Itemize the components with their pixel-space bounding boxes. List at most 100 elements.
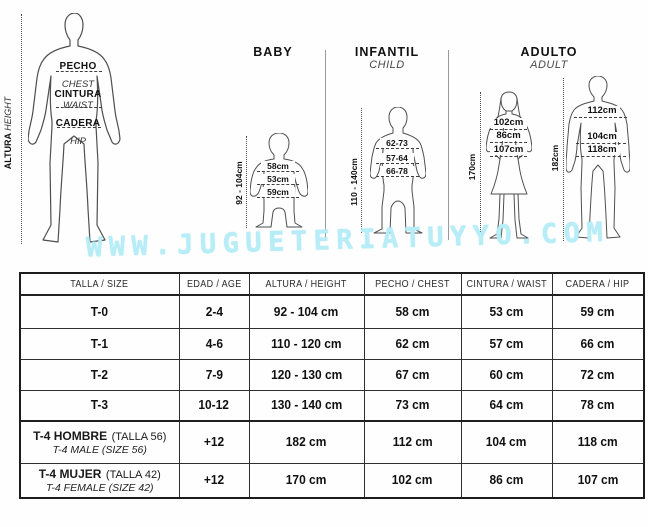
waist-label-es-wrap: CINTURA: [48, 84, 108, 102]
section-subtitle-adult: ADULT: [530, 59, 568, 71]
hip-label-en: HIP: [70, 136, 86, 147]
male-height-value: 182cm: [550, 144, 560, 172]
height-axis-label-bold: ALTURA: [3, 133, 13, 170]
female-chest-dash: [490, 129, 527, 130]
section-divider: [325, 50, 326, 240]
male-chest-dash: [574, 117, 627, 118]
adult-male-silhouette-icon: [566, 76, 630, 242]
header-pecho-chest: PECHO / CHEST: [363, 272, 462, 296]
child-hip-dash: [376, 176, 419, 177]
child-chest-dash: [376, 148, 419, 149]
section-title-child: INFANTIL: [354, 45, 420, 59]
table-row-t2: T-2 7-9 120 - 130 cm 67 cm 60 cm 72 cm: [19, 358, 645, 391]
chest-label-es: PECHO: [59, 61, 97, 72]
cell-age: 4-6: [178, 327, 250, 360]
cell-age: +12: [178, 420, 250, 464]
child-waist-value: 57-64: [380, 153, 414, 163]
cell-height: 120 - 130 cm: [248, 358, 365, 391]
table-header-row: TALLA / SIZE EDAD / AGE ALTURA / HEIGHT …: [19, 272, 645, 296]
female-hip-dash: [490, 156, 527, 157]
table-row-t3: T-3 10-12 130 - 140 cm 73 cm 64 cm 78 cm: [19, 389, 645, 422]
female-height-value: 170cm: [467, 153, 477, 181]
cell-size: T-4 MUJER (TALLA 42) T-4 FEMALE (SIZE 42…: [19, 462, 180, 499]
baby-height-range: 92 - 104cm: [234, 161, 244, 205]
header-edad-age: EDAD / AGE: [178, 272, 250, 296]
cell-height: 182 cm: [248, 420, 365, 464]
cell-size: T-2: [19, 358, 180, 391]
cell-waist: 104 cm: [460, 420, 553, 464]
chest-label-en: CHEST: [61, 79, 95, 90]
section-divider: [448, 50, 449, 240]
waist-label-en-wrap: WAIST: [48, 95, 108, 113]
cell-waist: 64 cm: [460, 389, 553, 422]
female-waist-dash: [490, 142, 527, 143]
cell-waist: 86 cm: [460, 462, 553, 499]
female-hip-value: 107cm: [490, 145, 527, 155]
section-title-baby: BABY: [253, 45, 293, 59]
hip-label-es: CADERA: [55, 118, 101, 129]
size-table: TALLA / SIZE EDAD / AGE ALTURA / HEIGHT …: [19, 272, 645, 499]
male-chest-value: 112cm: [584, 106, 620, 116]
baby-waist-dash: [257, 184, 299, 185]
hip-label: CADERA HIP: [46, 113, 110, 149]
cell-height: 170 cm: [248, 462, 365, 499]
header-cintura-waist: CINTURA / WAIST: [460, 272, 553, 296]
cell-hip: 66 cm: [551, 327, 645, 360]
female-height-dotted-line: [480, 92, 481, 240]
cell-age: +12: [178, 462, 250, 499]
cell-chest: 58 cm: [363, 294, 462, 329]
male-waist-value: 104cm: [584, 132, 620, 142]
table-row-t4-hombre: T-4 HOMBRE (TALLA 56) T-4 MALE (SIZE 56)…: [19, 420, 645, 464]
baby-waist-value: 53cm: [261, 174, 295, 184]
male-hip-value: 118cm: [584, 145, 620, 155]
height-axis-label-italic: HEIGHT: [3, 96, 13, 131]
cell-hip: 107 cm: [551, 462, 645, 499]
cell-age: 10-12: [178, 389, 250, 422]
baby-hip-value: 59cm: [261, 187, 295, 197]
cell-height: 130 - 140 cm: [248, 389, 365, 422]
waist-dash-line: [56, 107, 102, 108]
section-title-adult: ADULTO: [520, 45, 578, 59]
cell-chest: 67 cm: [363, 358, 462, 391]
header-talla-size: TALLA / SIZE: [19, 272, 180, 296]
baby-height-dotted-line: [246, 136, 247, 228]
waist-label-en: WAIST: [63, 100, 93, 111]
male-height-dotted-line: [563, 78, 564, 241]
cell-age: 2-4: [178, 294, 250, 329]
child-height-dotted-line: [361, 108, 362, 233]
cell-waist: 57 cm: [460, 327, 553, 360]
cell-size: T-3: [19, 389, 180, 422]
female-chest-value: 102cm: [490, 118, 527, 128]
table-row-t0: T-0 2-4 92 - 104 cm 58 cm 53 cm 59 cm: [19, 294, 645, 329]
baby-silhouette-icon: [250, 133, 308, 229]
male-hip-dash: [576, 156, 626, 157]
cell-height: 92 - 104 cm: [248, 294, 365, 329]
cell-age: 7-9: [178, 358, 250, 391]
cell-waist: 53 cm: [460, 294, 553, 329]
baby-hip-dash: [257, 197, 299, 198]
child-silhouette-icon: [370, 107, 426, 235]
height-axis-dotted-line: [21, 14, 22, 244]
cell-height: 110 - 120 cm: [248, 327, 365, 360]
reference-adult-silhouette-icon: [28, 13, 123, 246]
female-waist-value: 86cm: [490, 131, 527, 141]
cell-size: T-4 HOMBRE (TALLA 56) T-4 MALE (SIZE 56): [19, 420, 180, 464]
waist-label-es: CINTURA: [54, 89, 102, 100]
hip-dash-line: [57, 127, 101, 128]
cell-hip: 59 cm: [551, 294, 645, 329]
cell-waist: 60 cm: [460, 358, 553, 391]
cell-hip: 72 cm: [551, 358, 645, 391]
adult-female-silhouette-icon: [486, 90, 532, 240]
cell-hip: 78 cm: [551, 389, 645, 422]
height-axis-label: ALTURA HEIGHT: [3, 88, 13, 178]
cell-chest: 112 cm: [363, 420, 462, 464]
cell-size: T-1: [19, 327, 180, 360]
header-cadera-hip: CADERA / HIP: [551, 272, 645, 296]
cell-chest: 102 cm: [363, 462, 462, 499]
header-altura-height: ALTURA / HEIGHT: [248, 272, 365, 296]
section-subtitle-child: CHILD: [369, 59, 405, 71]
table-row-t4-mujer: T-4 MUJER (TALLA 42) T-4 FEMALE (SIZE 42…: [19, 462, 645, 499]
child-waist-dash: [376, 163, 419, 164]
male-waist-dash: [576, 143, 626, 144]
